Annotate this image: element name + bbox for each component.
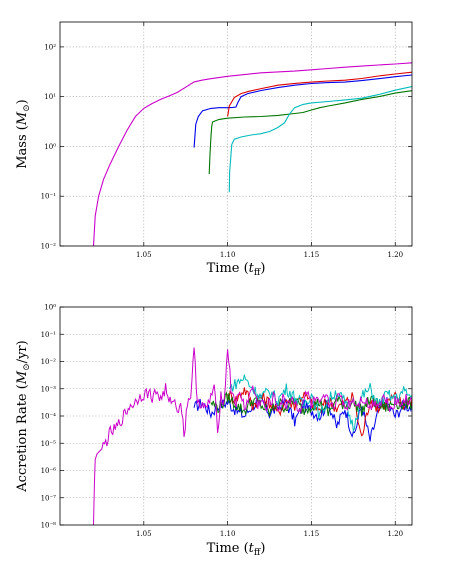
y-tick-label: 10⁻¹ bbox=[41, 193, 57, 201]
x-tick-label: 1.10 bbox=[220, 251, 236, 259]
accretion-y-axis-label: Accretion Rate (M⊙/yr) bbox=[15, 340, 32, 492]
series-line bbox=[227, 71, 412, 117]
y-tick-label: 10⁻² bbox=[41, 358, 57, 366]
x-tick-label: 1.20 bbox=[387, 251, 403, 259]
y-tick-label: 10⁻⁶ bbox=[41, 467, 57, 475]
mass-y-axis-label: Mass (M⊙) bbox=[15, 99, 32, 169]
accretion-x-axis-label: Time (tff) bbox=[207, 541, 266, 558]
mass-x-axis-label: Time (tff) bbox=[207, 261, 266, 278]
y-tick-label: 10⁻⁴ bbox=[41, 413, 57, 421]
y-tick-label: 10⁻⁷ bbox=[41, 494, 57, 502]
y-tick-label: 10⁻¹ bbox=[41, 331, 57, 339]
y-tick-label: 10⁻² bbox=[41, 243, 57, 251]
y-tick-label: 10⁰ bbox=[44, 143, 56, 151]
series-line bbox=[208, 90, 412, 175]
mass-panel: 1.05 1.10 1.15 1.20 10⁻² 10⁻¹ 10⁰ 10¹ 10² Time (… bbox=[15, 21, 413, 278]
x-tick-label: 1.05 bbox=[136, 530, 152, 538]
mass-ticks: 1.05 1.10 1.15 1.20 10⁻² 10⁻¹ 10⁰ 10¹ 10² bbox=[41, 22, 412, 259]
series-line bbox=[228, 85, 412, 193]
y-tick-label: 10⁻⁵ bbox=[41, 440, 57, 448]
mass-series bbox=[92, 62, 412, 246]
y-tick-label: 10¹ bbox=[44, 93, 56, 101]
x-tick-label: 1.20 bbox=[387, 530, 403, 538]
accretion-ticks: 1.05 1.10 1.15 1.20 10⁻⁸ 10⁻⁷ 10⁻⁶ 10⁻⁵ 10⁻⁴ 10⁻³… bbox=[41, 304, 412, 538]
accretion-grid bbox=[60, 306, 412, 526]
series-line bbox=[93, 347, 412, 525]
series-line bbox=[92, 62, 412, 246]
x-tick-label: 1.15 bbox=[304, 251, 320, 259]
accretion-series bbox=[93, 347, 412, 525]
mass-plot-frame bbox=[59, 21, 413, 247]
y-tick-label: 10⁻³ bbox=[41, 385, 57, 393]
accretion-panel: 1.05 1.10 1.15 1.20 10⁻⁸ 10⁻⁷ 10⁻⁶ 10⁻⁵ 10⁻⁴ 10⁻³… bbox=[15, 304, 413, 558]
y-tick-label: 10⁰ bbox=[44, 304, 56, 312]
mass-grid bbox=[60, 22, 412, 247]
y-tick-label: 10² bbox=[44, 43, 56, 51]
y-tick-label: 10⁻⁸ bbox=[41, 522, 57, 530]
x-tick-label: 1.05 bbox=[136, 251, 152, 259]
series-line bbox=[193, 74, 412, 148]
x-tick-label: 1.15 bbox=[304, 530, 320, 538]
x-tick-label: 1.10 bbox=[220, 530, 236, 538]
